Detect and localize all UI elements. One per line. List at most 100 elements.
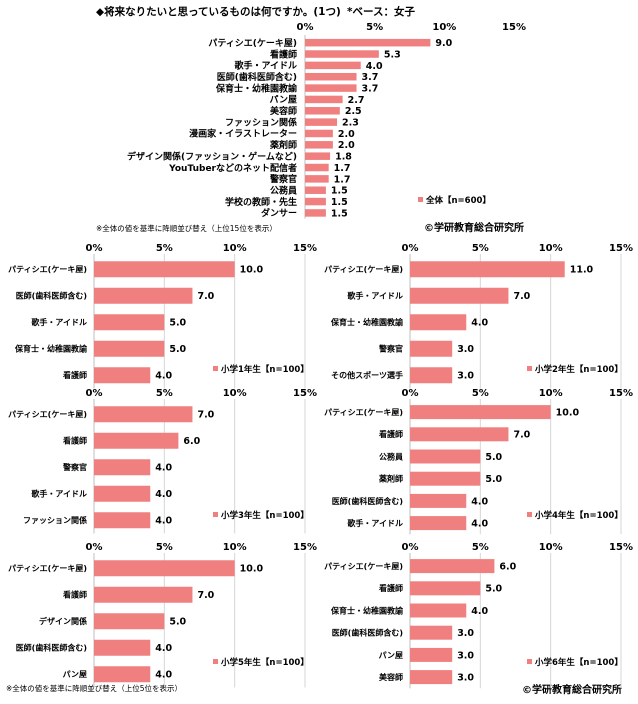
- chart-panel: 0% 5% 10% 15% パティシエ(ケーキ屋) 11.0 歌手・アイドル 7.0 保育士・幼…: [324, 243, 633, 389]
- category-label: デザイン関係(ファッション・ゲームなど): [127, 150, 297, 162]
- category-label: パン屋: [379, 650, 403, 660]
- value-label: 5.0: [169, 617, 186, 628]
- bar: [94, 560, 235, 577]
- value-label: 1.7: [334, 163, 351, 174]
- legend-label: 小学4年生【n=100】: [534, 510, 623, 521]
- bar: [410, 367, 453, 384]
- sort-note-bottom: ※全体の値を基準に降順並び替え（上位5位を表示）: [6, 683, 182, 693]
- category-label: 歌手・アイドル: [347, 291, 403, 301]
- x-tick-label: 0%: [402, 243, 419, 254]
- category-label: ファッション関係: [23, 515, 87, 525]
- base-note: *ベース：女子: [347, 5, 415, 18]
- bar: [410, 427, 509, 442]
- bar: [305, 129, 333, 138]
- x-tick-label: 15%: [293, 388, 317, 399]
- x-tick-label: 5%: [472, 542, 489, 553]
- value-label: 2.0: [338, 129, 355, 140]
- x-tick-label: 10%: [223, 542, 247, 553]
- value-label: 5.3: [384, 49, 401, 60]
- figure-title: ◆将来なりたいと思っているものは何ですか。(1つ): [96, 5, 341, 18]
- category-label: その他スポーツ選手: [331, 370, 403, 380]
- bar: [94, 512, 151, 529]
- value-label: 10.0: [240, 564, 264, 575]
- value-label: 7.0: [197, 410, 214, 421]
- bar: [94, 287, 193, 304]
- value-label: 4.0: [471, 519, 488, 530]
- bar: [94, 485, 151, 502]
- value-label: 3.0: [457, 650, 474, 661]
- value-label: 1.5: [331, 208, 348, 219]
- bar: [410, 261, 565, 278]
- value-label: 4.0: [155, 489, 172, 500]
- category-label: パティシエ(ケーキ屋): [8, 409, 87, 419]
- value-label: 4.0: [471, 496, 488, 507]
- category-label: 看護師: [270, 48, 297, 60]
- bar: [410, 625, 453, 640]
- x-tick-label: 15%: [609, 542, 633, 553]
- legend-label: 小学3年生【n=100】: [220, 510, 309, 521]
- value-label: 4.0: [471, 318, 488, 329]
- bar: [94, 340, 165, 357]
- category-label: 保育士・幼稚園教諭: [330, 317, 404, 327]
- legend-swatch: [213, 512, 218, 517]
- x-tick-label: 0%: [86, 243, 103, 254]
- category-label: パティシエ(ケーキ屋): [324, 264, 403, 274]
- value-label: 5.0: [169, 344, 186, 355]
- value-label: 3.0: [457, 371, 474, 382]
- bar: [305, 50, 379, 58]
- x-tick-label: 10%: [539, 243, 563, 254]
- bar: [305, 61, 361, 70]
- category-label: 警察官: [270, 173, 297, 185]
- value-label: 4.0: [366, 61, 383, 72]
- bar: [410, 287, 509, 304]
- value-label: 2.3: [342, 118, 359, 129]
- value-label: 3.0: [457, 628, 474, 639]
- category-label: 歌手・アイドル: [234, 60, 297, 72]
- chart-panel: 0% 5% 10% 15% パティシエ(ケーキ屋) 6.0 看護師 5.0 保育士・幼稚園教諭 4…: [324, 542, 633, 689]
- bar: [410, 670, 453, 685]
- category-label: 漫画家・イラストレーター: [189, 128, 297, 140]
- value-label: 4.0: [155, 516, 172, 527]
- value-label: 5.0: [485, 474, 502, 485]
- bar: [305, 38, 431, 47]
- legend-swatch: [527, 659, 532, 664]
- value-label: 4.0: [155, 463, 172, 474]
- category-label: 薬剤師: [378, 474, 403, 484]
- x-tick-label: 5%: [472, 388, 489, 399]
- value-label: 1.8: [335, 152, 352, 163]
- bar: [305, 163, 329, 172]
- category-label: パティシエ(ケーキ屋): [8, 264, 87, 274]
- bar: [305, 84, 357, 92]
- x-tick-label: 0%: [86, 388, 103, 399]
- bar: [94, 314, 165, 331]
- value-label: 3.0: [457, 673, 474, 684]
- bar: [94, 666, 151, 683]
- category-label: 公務員: [270, 184, 297, 196]
- bar: [410, 493, 467, 508]
- legend-label: 小学6年生【n=100】: [534, 657, 623, 668]
- category-label: 医師(歯科医師含む): [16, 643, 87, 653]
- value-label: 6.0: [183, 436, 200, 447]
- x-tick-label: 5%: [156, 542, 173, 553]
- x-tick-label: 0%: [86, 542, 103, 553]
- x-tick-label: 10%: [539, 388, 563, 399]
- category-label: 学校の教師・先生: [225, 196, 297, 208]
- value-label: 3.7: [362, 72, 379, 83]
- value-label: 4.0: [155, 643, 172, 654]
- value-label: 2.5: [345, 106, 362, 117]
- x-tick-label: 0%: [402, 542, 419, 553]
- category-label: 医師(歯科医師含む): [217, 71, 297, 83]
- category-label: 医師(歯科医師含む): [332, 496, 403, 506]
- category-label: ダンサー: [261, 207, 297, 219]
- bar: [305, 107, 340, 115]
- bar: [410, 647, 453, 662]
- bar: [410, 340, 453, 357]
- legend-label: 小学5年生【n=100】: [220, 657, 309, 668]
- chart-panel: 0% 5% 10% 15% パティシエ(ケーキ屋) 9.0 看護師 5.3 歌手・アイドル 4.0…: [127, 22, 526, 219]
- bar: [410, 603, 467, 618]
- category-label: 医師(歯科医師含む): [16, 291, 87, 301]
- x-tick-label: 5%: [366, 22, 383, 33]
- bar: [410, 449, 481, 464]
- bar: [94, 432, 179, 449]
